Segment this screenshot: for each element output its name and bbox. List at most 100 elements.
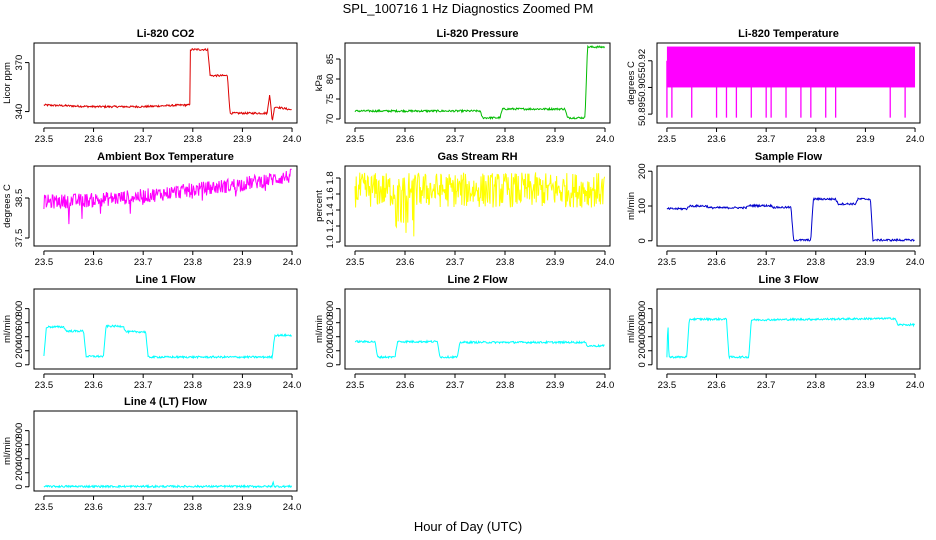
plot-frame xyxy=(656,42,921,124)
x-tick-label: 23.6 xyxy=(396,134,415,145)
series-line xyxy=(43,168,292,225)
y-tick-label: 0 xyxy=(637,362,648,367)
x-tick-label: 24.0 xyxy=(596,134,615,145)
x-tick-label: 24.0 xyxy=(596,257,615,268)
y-tick-label: 38.5 xyxy=(14,189,25,208)
x-tick-label: 23.5 xyxy=(35,380,54,391)
y-axis-label: percent xyxy=(314,190,325,222)
plot-area xyxy=(43,480,293,489)
plot-area xyxy=(666,46,916,118)
x-tick-label: 23.6 xyxy=(84,502,103,513)
y-axis-label: degrees C xyxy=(626,61,637,105)
y-tick-label: 600 xyxy=(14,315,25,331)
panel-6: Line 1 Flow ml/min 23.5 23.6 23.7 23.8 23.9 24.… xyxy=(2,274,301,391)
x-tick-label: 23.7 xyxy=(757,380,776,391)
plot-frame xyxy=(33,288,298,370)
plot-area xyxy=(666,316,915,360)
panel-9: Line 4 (LT) Flow ml/min 23.5 23.6 23.7 23.8 23… xyxy=(2,396,301,513)
plot-frame xyxy=(33,42,298,124)
panel-title: Gas Stream RH xyxy=(437,151,517,163)
x-tick-label: 24.0 xyxy=(283,134,302,145)
plot-area xyxy=(354,339,605,360)
plot-frame xyxy=(656,288,921,370)
y-axis-label: ml/min xyxy=(626,192,637,220)
x-tick-label: 23.9 xyxy=(233,502,252,513)
x-tick-label: 23.9 xyxy=(233,257,252,268)
x-tick-label: 23.9 xyxy=(856,257,875,268)
x-tick-label: 23.9 xyxy=(546,380,565,391)
y-axis-label: ml/min xyxy=(626,315,637,343)
x-tick-label: 23.5 xyxy=(346,134,365,145)
x-tick-label: 23.9 xyxy=(546,257,565,268)
x-tick-label: 23.8 xyxy=(807,134,826,145)
x-tick-label: 23.8 xyxy=(184,134,203,145)
panel-2: Li-820 Temperature degrees C 23.5 23.6 23.7 2… xyxy=(626,28,924,145)
y-axis-label: ml/min xyxy=(2,315,13,343)
y-tick-label: 1.0 xyxy=(325,235,336,248)
x-tick-label: 23.7 xyxy=(757,257,776,268)
panel-8: Line 3 Flow ml/min 23.5 23.6 23.7 23.8 23.9 24.… xyxy=(626,274,924,391)
y-tick-label: 200 xyxy=(14,343,25,359)
y-tick-label: 200 xyxy=(637,343,648,359)
y-tick-label: 400 xyxy=(637,329,648,345)
x-tick-label: 24.0 xyxy=(906,380,925,391)
y-tick-label: 0 xyxy=(14,362,25,367)
x-tick-label: 23.8 xyxy=(807,257,826,268)
panel-title: Sample Flow xyxy=(755,151,823,163)
y-axis-label: Licor ppm xyxy=(2,62,13,104)
y-tick-label: 70 xyxy=(325,114,336,125)
x-tick-label: 23.6 xyxy=(707,380,726,391)
x-tick-label: 23.7 xyxy=(134,502,153,513)
x-tick-label: 23.5 xyxy=(658,134,677,145)
panel-title: Li-820 Pressure xyxy=(437,28,519,40)
plot-area xyxy=(354,44,606,121)
y-tick-label: 85 xyxy=(325,54,336,65)
series-line xyxy=(43,324,292,360)
x-tick-label: 23.7 xyxy=(134,134,153,145)
plot-area xyxy=(43,324,292,360)
x-tick-label: 23.5 xyxy=(658,380,677,391)
y-tick-label: 0 xyxy=(325,362,336,367)
x-tick-label: 23.7 xyxy=(446,380,465,391)
panel-4: Gas Stream RH percent 23.5 23.6 23.7 23.8 23.9… xyxy=(314,151,614,268)
x-tick-label: 23.6 xyxy=(84,257,103,268)
plot-area xyxy=(43,47,292,121)
x-tick-label: 23.8 xyxy=(184,380,203,391)
plot-frame xyxy=(33,165,298,247)
y-tick-label: 1.2 xyxy=(325,219,336,232)
panel-5: Sample Flow ml/min 23.5 23.6 23.7 23.8 23.9 24.… xyxy=(626,151,924,268)
x-tick-label: 23.5 xyxy=(346,380,365,391)
x-tick-label: 23.5 xyxy=(658,257,677,268)
panel-1: Li-820 Pressure kPa 23.5 23.6 23.7 23.8 23.9 24… xyxy=(314,28,614,145)
page-title: SPL_100716 1 Hz Diagnostics Zoomed PM xyxy=(343,1,594,16)
panels: Li-820 CO2 Licor ppm 23.5 23.6 23.7 23.8 23.9 2… xyxy=(2,28,924,513)
x-tick-label: 24.0 xyxy=(283,502,302,513)
plot-area xyxy=(43,168,292,225)
x-tick-label: 23.9 xyxy=(856,134,875,145)
y-tick-label: 50.89 xyxy=(637,102,648,126)
series-line xyxy=(354,172,606,237)
y-axis-label: ml/min xyxy=(2,437,13,465)
series-band xyxy=(666,46,916,88)
panel-3: Ambient Box Temperature degrees C 23.5 23.6… xyxy=(2,151,301,268)
x-tick-label: 23.5 xyxy=(35,502,54,513)
plot-area xyxy=(666,196,915,243)
series-line xyxy=(354,339,605,360)
x-tick-label: 24.0 xyxy=(283,380,302,391)
x-tick-label: 23.9 xyxy=(233,134,252,145)
series-line xyxy=(666,316,915,360)
x-tick-label: 23.8 xyxy=(496,380,515,391)
plot-frame xyxy=(344,42,611,124)
series-line xyxy=(43,47,292,121)
y-tick-label: 600 xyxy=(637,315,648,331)
x-tick-label: 23.6 xyxy=(396,257,415,268)
y-axis-label: degrees C xyxy=(2,184,13,228)
y-tick-label: 100 xyxy=(637,198,648,214)
y-tick-label: 0 xyxy=(637,238,648,243)
x-tick-label: 23.8 xyxy=(496,257,515,268)
y-tick-label: 200 xyxy=(637,163,648,179)
x-tick-label: 23.9 xyxy=(546,134,565,145)
panel-7: Line 2 Flow ml/min 23.5 23.6 23.7 23.8 23.9 24.… xyxy=(314,274,614,391)
y-tick-label: 50.905 xyxy=(637,73,648,102)
